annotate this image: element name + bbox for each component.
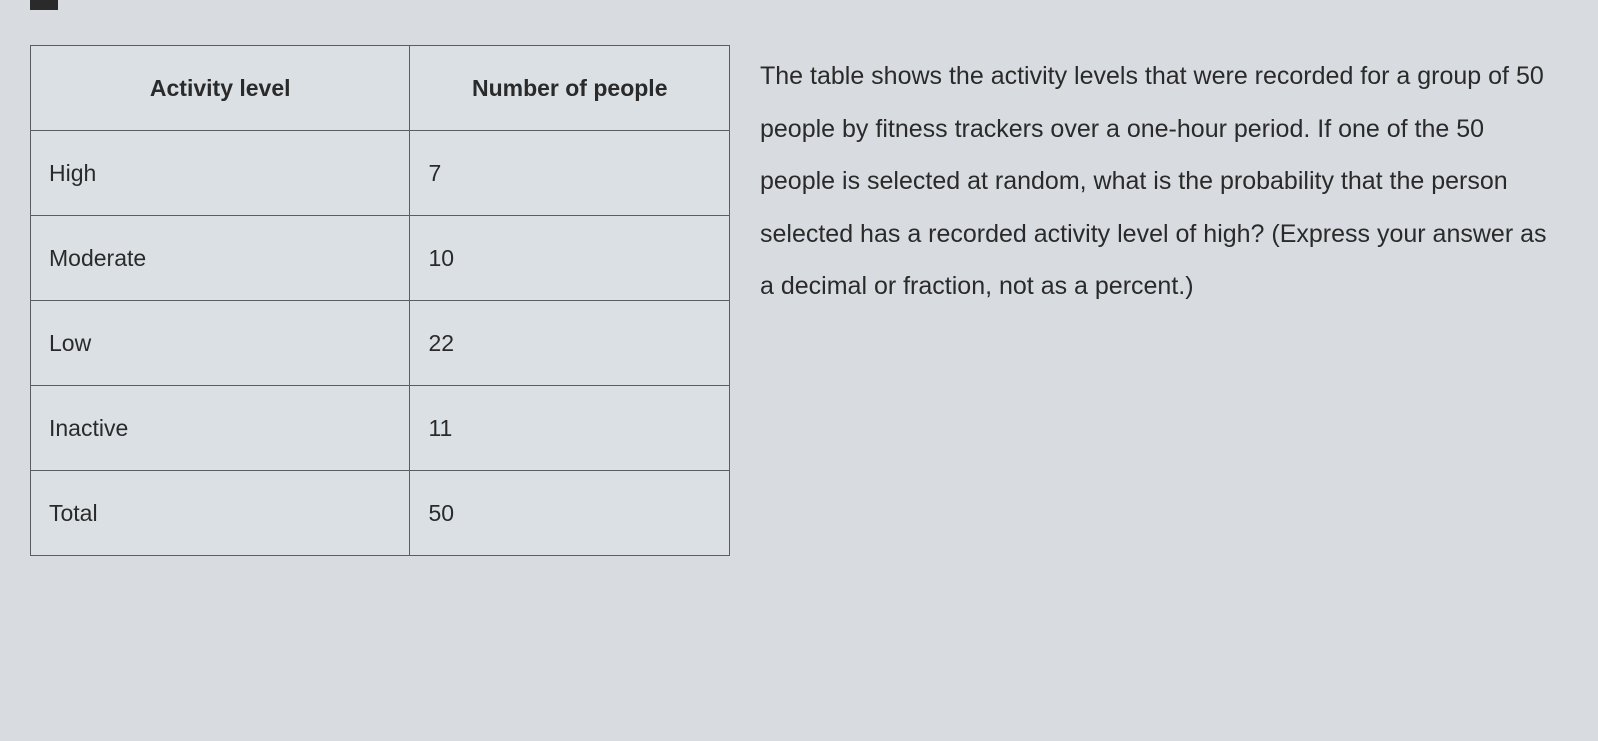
table-row: Moderate 10 — [31, 216, 730, 301]
table-row: Total 50 — [31, 471, 730, 556]
number-cell: 10 — [410, 216, 730, 301]
question-text: The table shows the activity levels that… — [760, 45, 1568, 556]
activity-cell: Low — [31, 301, 410, 386]
column-header-activity: Activity level — [31, 46, 410, 131]
activity-table-container: Activity level Number of people High 7 M… — [30, 45, 730, 556]
activity-cell: Inactive — [31, 386, 410, 471]
activity-level-table: Activity level Number of people High 7 M… — [30, 45, 730, 556]
content-wrapper: Activity level Number of people High 7 M… — [30, 45, 1568, 556]
number-cell: 11 — [410, 386, 730, 471]
table-row: Low 22 — [31, 301, 730, 386]
number-cell: 22 — [410, 301, 730, 386]
table-header-row: Activity level Number of people — [31, 46, 730, 131]
column-header-number: Number of people — [410, 46, 730, 131]
table-row: Inactive 11 — [31, 386, 730, 471]
number-cell: 50 — [410, 471, 730, 556]
number-cell: 7 — [410, 131, 730, 216]
table-row: High 7 — [31, 131, 730, 216]
activity-cell: Moderate — [31, 216, 410, 301]
activity-cell: Total — [31, 471, 410, 556]
question-number-badge — [30, 0, 58, 10]
activity-cell: High — [31, 131, 410, 216]
